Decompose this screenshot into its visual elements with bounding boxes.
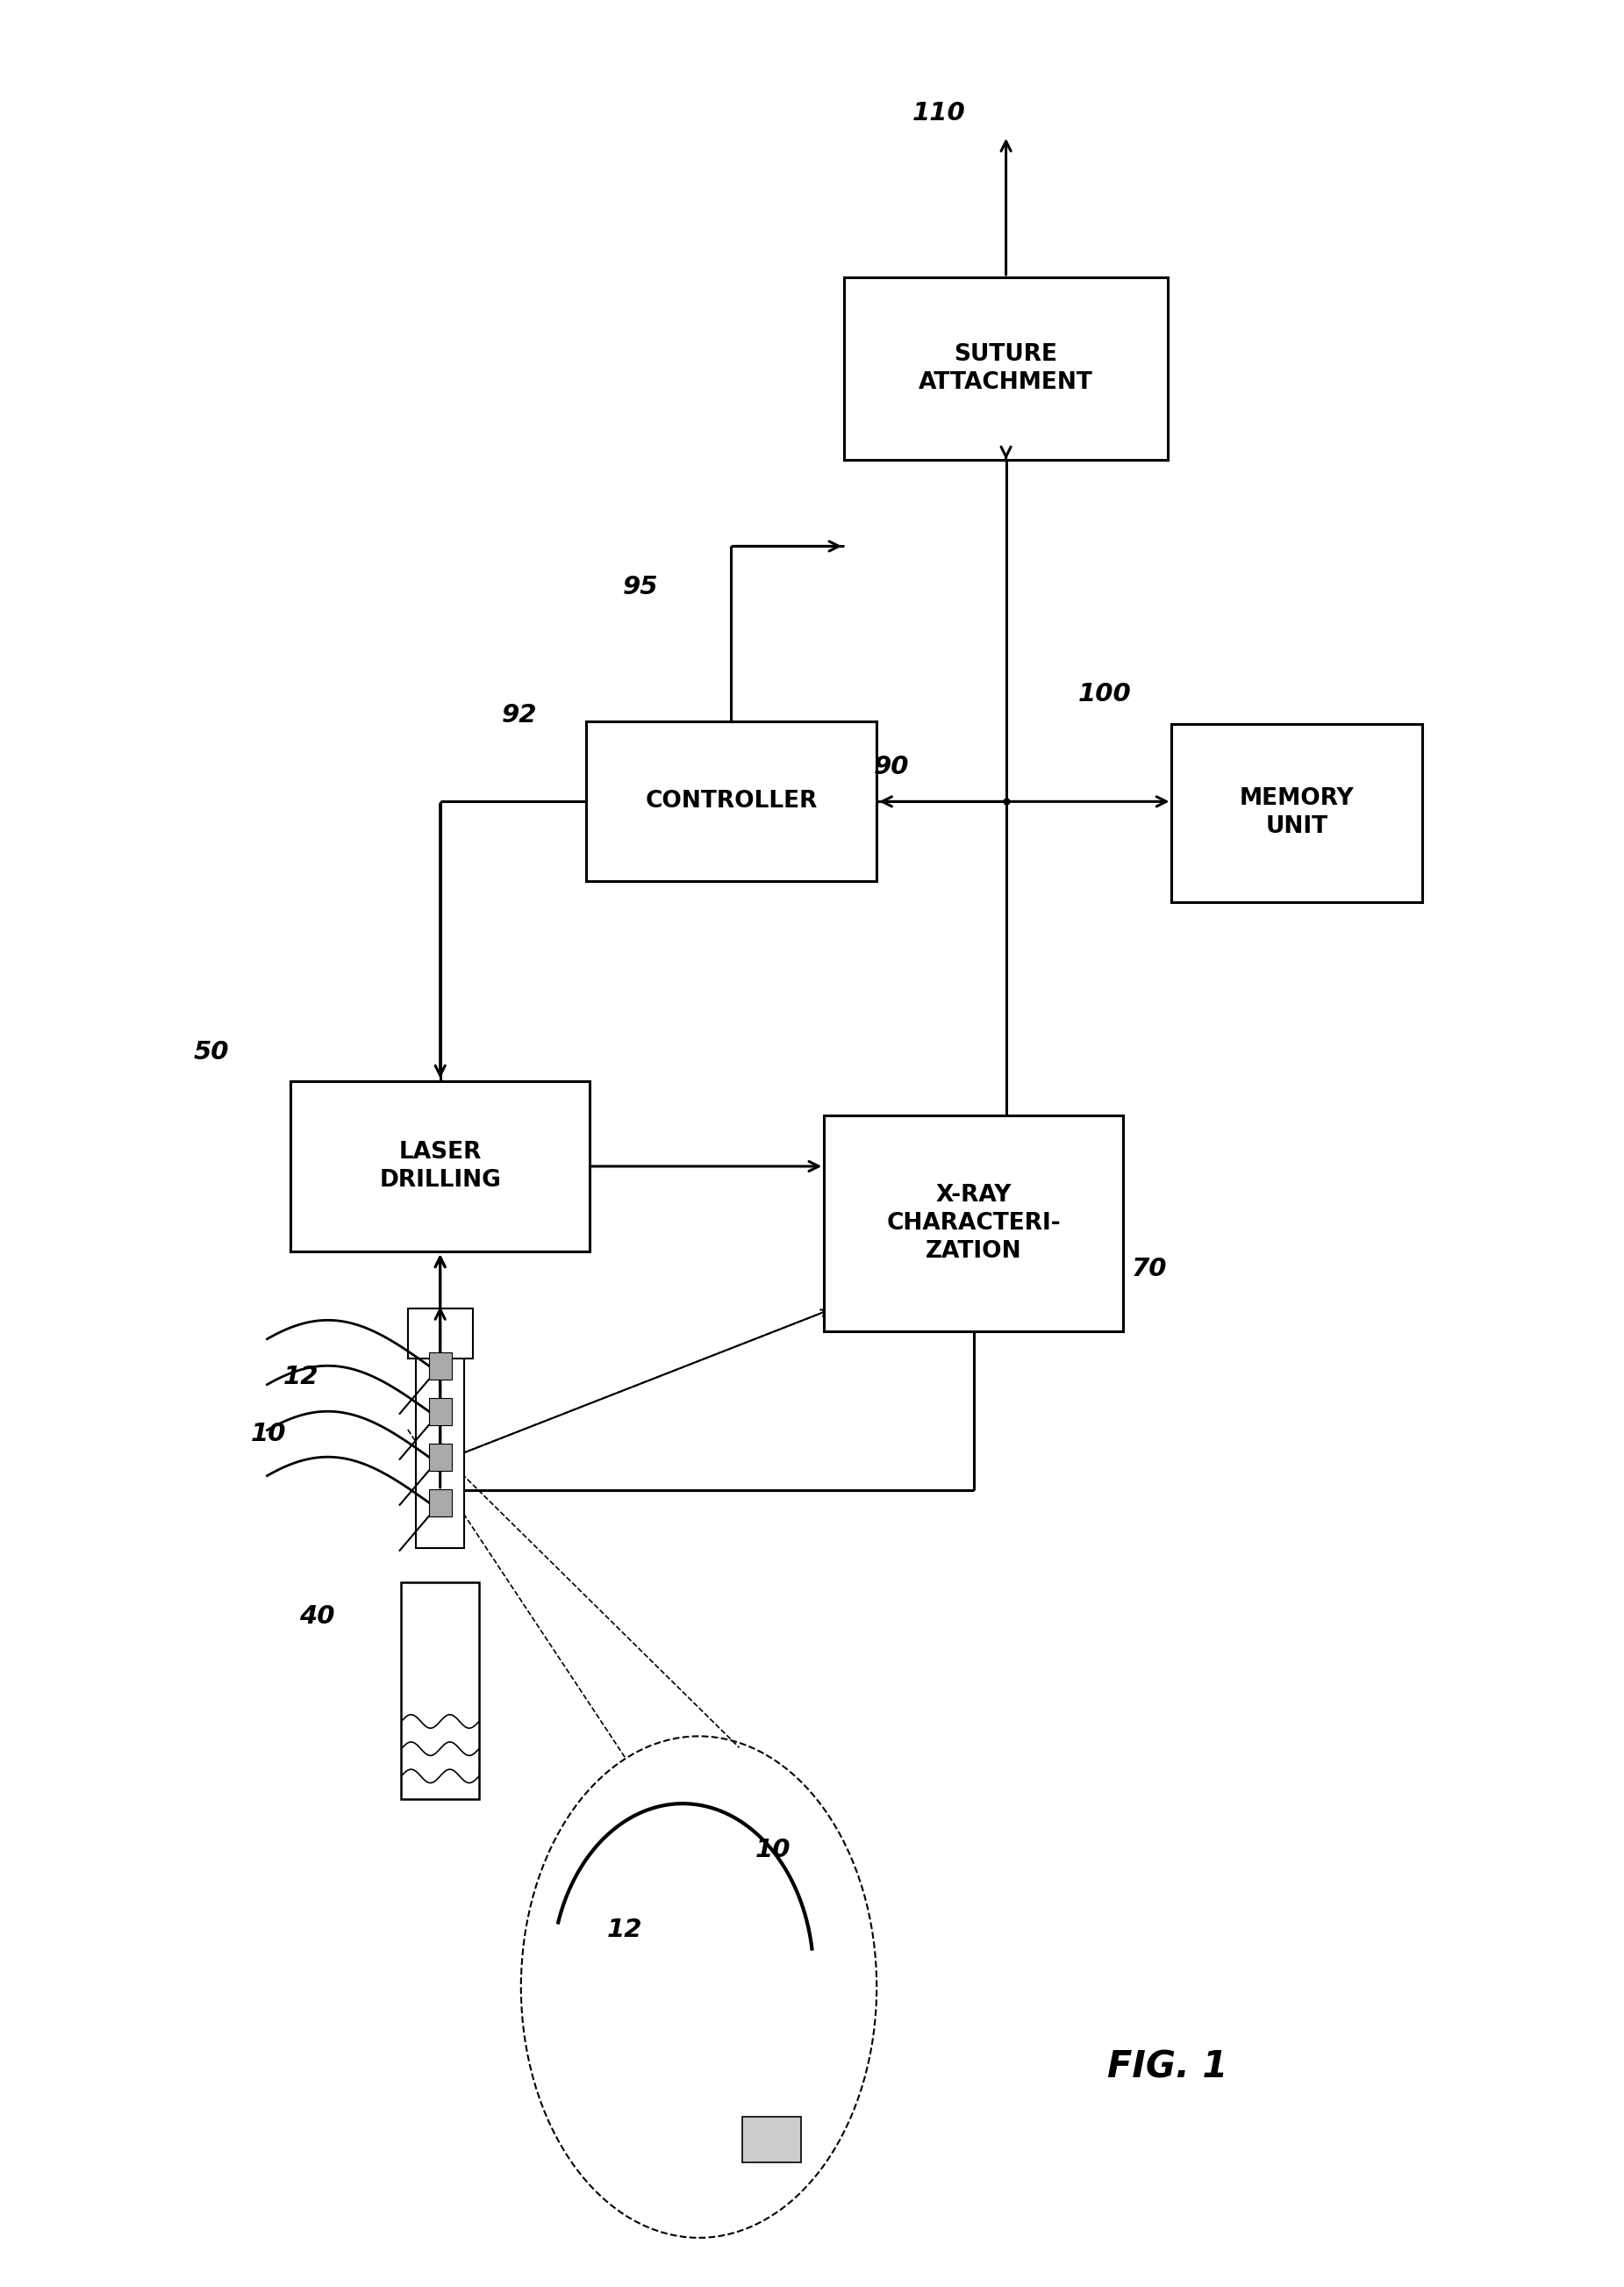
FancyBboxPatch shape [823, 1116, 1124, 1331]
Text: 12: 12 [607, 1919, 641, 1942]
Text: LASER
DRILLING: LASER DRILLING [380, 1141, 502, 1192]
Text: 10: 10 [755, 1839, 791, 1862]
Text: 110: 110 [913, 101, 966, 126]
FancyBboxPatch shape [401, 1583, 479, 1800]
FancyBboxPatch shape [586, 723, 877, 880]
FancyBboxPatch shape [416, 1308, 464, 1548]
Text: 12: 12 [283, 1365, 318, 1390]
Text: 50: 50 [193, 1041, 229, 1066]
FancyBboxPatch shape [408, 1308, 473, 1358]
Text: 95: 95 [624, 574, 658, 599]
Text: X-RAY
CHARACTERI-
ZATION: X-RAY CHARACTERI- ZATION [887, 1185, 1060, 1262]
Text: 90: 90 [874, 755, 909, 780]
FancyBboxPatch shape [429, 1352, 451, 1379]
Text: 100: 100 [1078, 682, 1132, 707]
FancyBboxPatch shape [429, 1443, 451, 1471]
Text: MEMORY
UNIT: MEMORY UNIT [1239, 787, 1354, 839]
FancyBboxPatch shape [844, 277, 1168, 460]
Text: 40: 40 [299, 1603, 335, 1628]
Text: CONTROLLER: CONTROLLER [645, 789, 817, 812]
FancyBboxPatch shape [742, 2118, 801, 2164]
FancyBboxPatch shape [429, 1397, 451, 1425]
Text: SUTURE
ATTACHMENT: SUTURE ATTACHMENT [919, 343, 1093, 393]
Text: 92: 92 [502, 702, 538, 727]
Text: FIG. 1: FIG. 1 [1108, 2049, 1228, 2086]
Text: 10: 10 [252, 1423, 286, 1445]
Text: 70: 70 [1132, 1256, 1166, 1281]
FancyBboxPatch shape [1171, 725, 1423, 901]
FancyBboxPatch shape [291, 1082, 590, 1251]
FancyBboxPatch shape [429, 1489, 451, 1516]
